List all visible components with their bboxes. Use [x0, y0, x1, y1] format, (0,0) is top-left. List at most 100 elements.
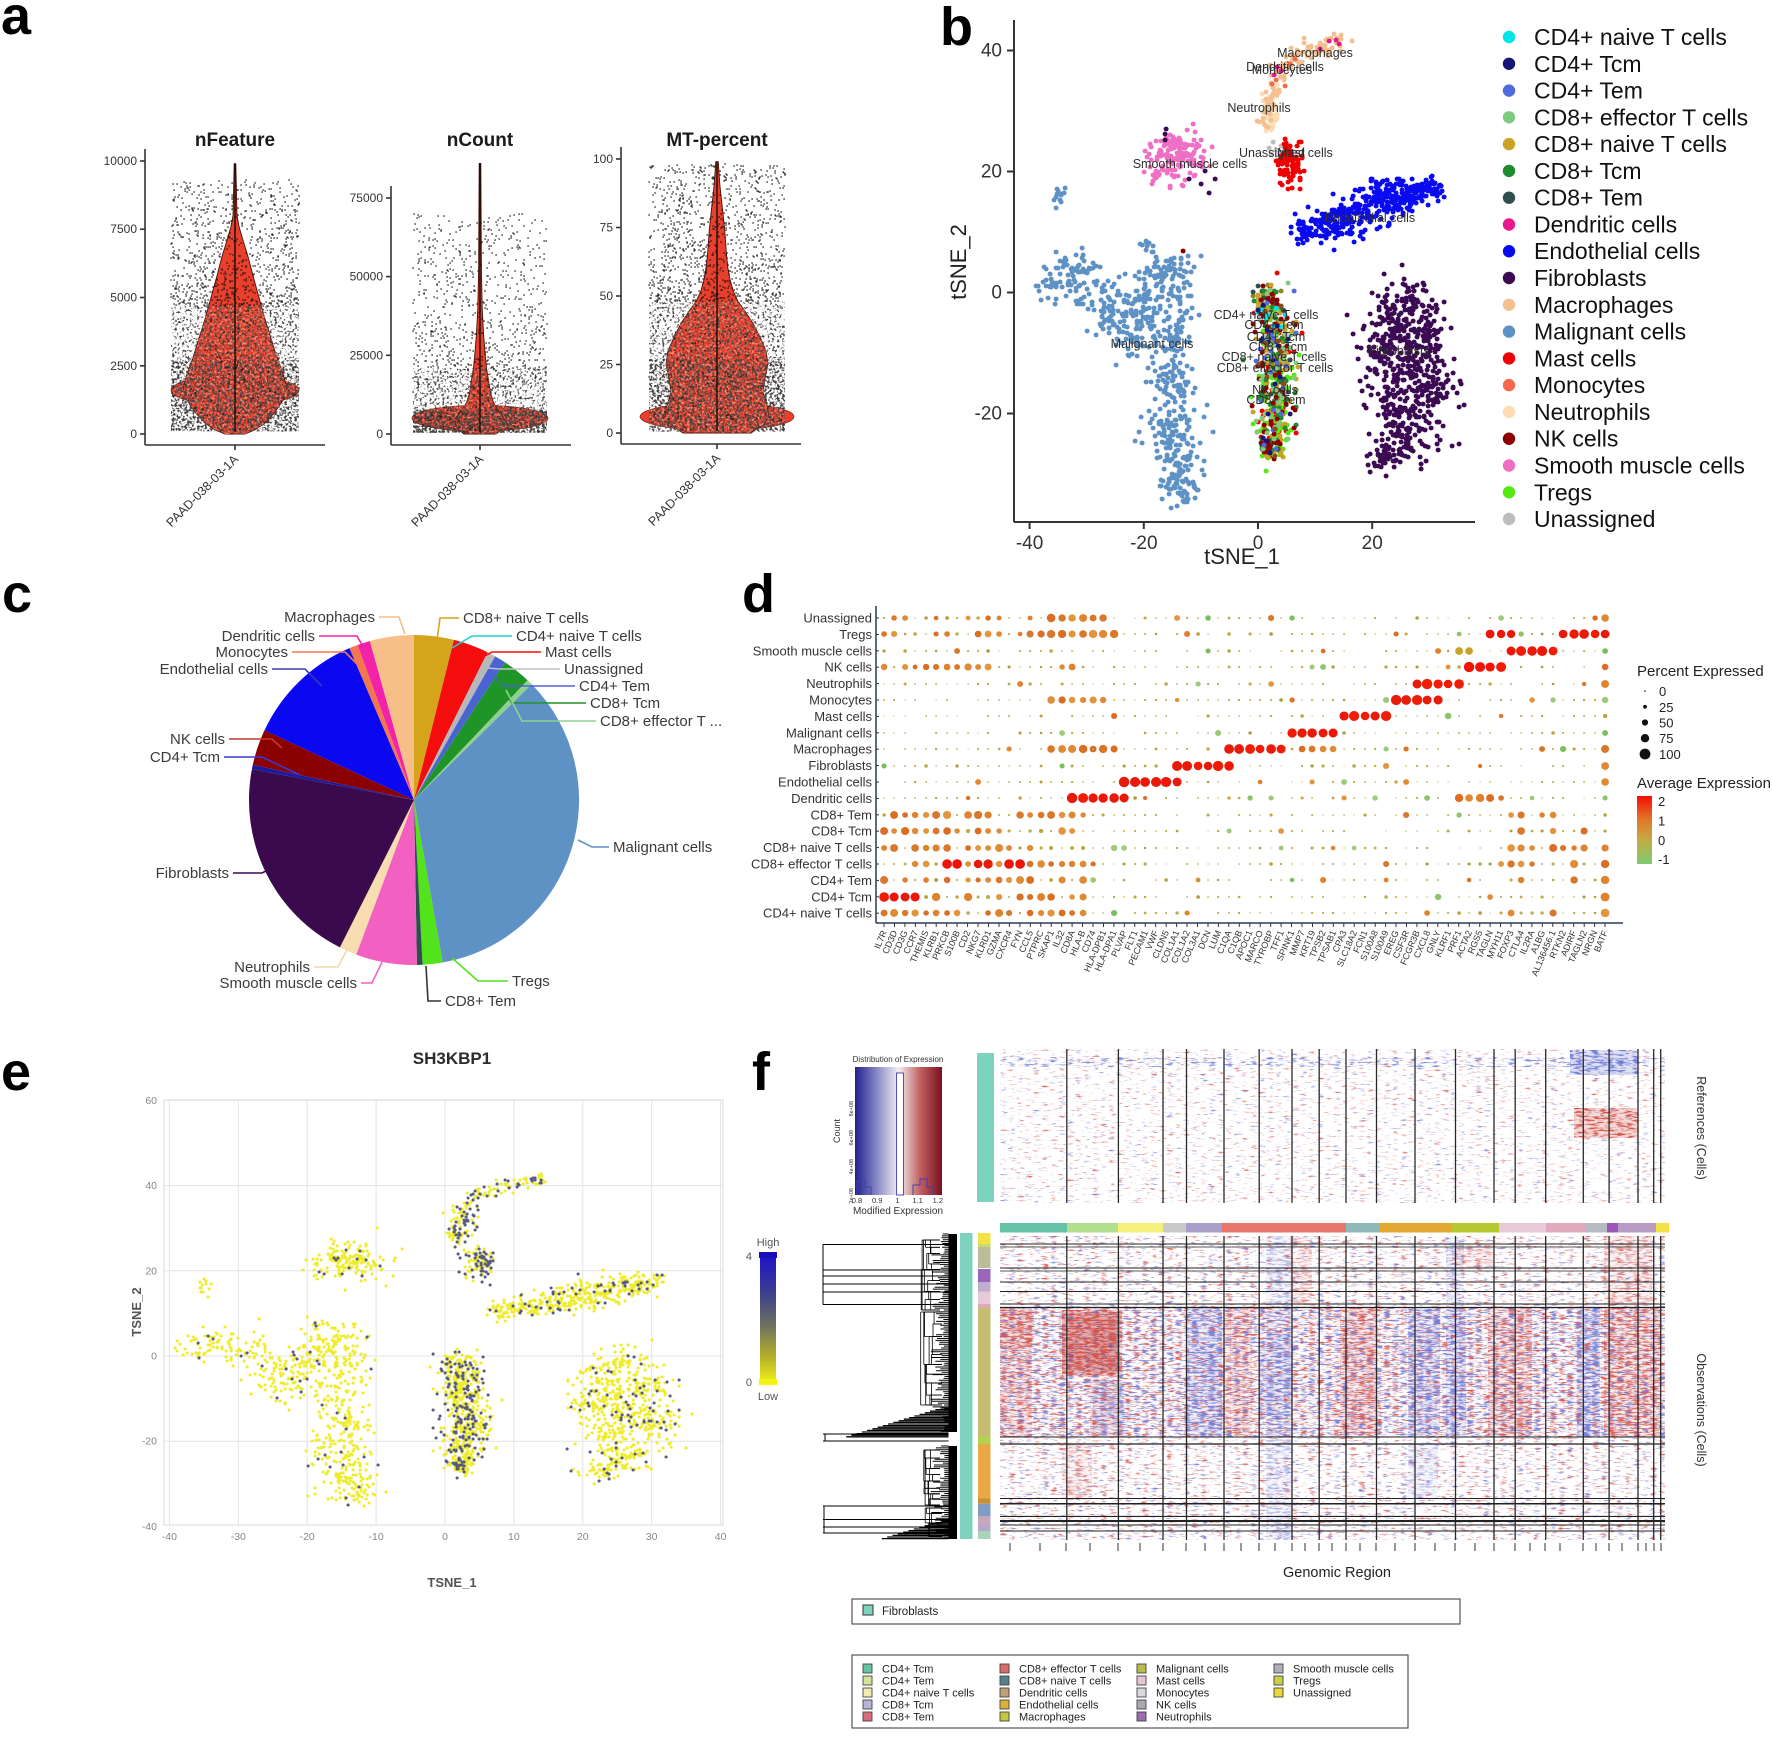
- svg-text:Fibroblasts: Fibroblasts: [808, 758, 872, 773]
- svg-text:30: 30: [646, 1531, 658, 1543]
- svg-text:1: 1: [1658, 814, 1665, 829]
- svg-text:CD8+ effector T cells: CD8+ effector T cells: [1217, 361, 1333, 375]
- svg-text:-20: -20: [142, 1436, 157, 1448]
- svg-text:-1: -1: [1658, 852, 1670, 867]
- svg-text:Monocytes: Monocytes: [1252, 63, 1312, 77]
- svg-text:Mast cells: Mast cells: [545, 644, 612, 661]
- svg-text:0: 0: [151, 1351, 157, 1363]
- svg-text:-20: -20: [975, 404, 1002, 425]
- svg-text:100: 100: [1659, 747, 1681, 762]
- svg-text:25000: 25000: [350, 348, 384, 362]
- svg-text:CD8+ naive T cells: CD8+ naive T cells: [763, 840, 872, 855]
- svg-text:NK cells: NK cells: [1252, 383, 1298, 397]
- svg-text:Low: Low: [758, 1391, 778, 1403]
- svg-text:Fibroblasts: Fibroblasts: [1534, 265, 1646, 291]
- svg-text:NK cells: NK cells: [1156, 1700, 1197, 1712]
- svg-text:0.9: 0.9: [872, 1196, 882, 1205]
- svg-text:CD4+ naive T cells: CD4+ naive T cells: [1214, 308, 1319, 322]
- svg-text:Fibroblasts: Fibroblasts: [882, 1606, 938, 1618]
- svg-text:CD8+ naive T cells: CD8+ naive T cells: [463, 610, 589, 627]
- svg-text:2e+08: 2e+08: [849, 1188, 855, 1203]
- svg-text:60: 60: [145, 1095, 157, 1107]
- svg-text:CD4+ Tem: CD4+ Tem: [882, 1676, 934, 1688]
- svg-text:Tregs: Tregs: [512, 973, 550, 990]
- svg-text:CD4+ naive T cells: CD4+ naive T cells: [882, 1688, 975, 1700]
- svg-text:CD8+ naive T cells: CD8+ naive T cells: [1534, 131, 1727, 157]
- svg-text:1.1: 1.1: [912, 1196, 922, 1205]
- svg-text:CD8+ naive T cells: CD8+ naive T cells: [1019, 1676, 1112, 1688]
- svg-text:-40: -40: [162, 1531, 177, 1543]
- svg-text:NK cells: NK cells: [170, 731, 225, 748]
- svg-text:Malignant cells: Malignant cells: [613, 839, 712, 856]
- svg-text:References (Cells): References (Cells): [1694, 1076, 1708, 1180]
- svg-text:Unassigned: Unassigned: [1293, 1688, 1351, 1700]
- svg-text:nFeature: nFeature: [195, 130, 275, 151]
- svg-text:0: 0: [1253, 533, 1264, 554]
- svg-text:Unassigned: Unassigned: [1239, 146, 1305, 160]
- svg-text:Distribution of Expression: Distribution of Expression: [853, 1055, 944, 1064]
- svg-text:d: d: [742, 564, 775, 624]
- svg-text:e: e: [1, 1042, 31, 1102]
- svg-text:CD4+ Tcm: CD4+ Tcm: [1534, 51, 1642, 77]
- svg-text:Observations (Cells): Observations (Cells): [1694, 1353, 1708, 1466]
- svg-text:CD4+ Tem: CD4+ Tem: [810, 873, 872, 888]
- svg-text:CD8+ Tem: CD8+ Tem: [445, 993, 516, 1010]
- svg-text:5000: 5000: [110, 291, 137, 305]
- svg-text:Fibroblasts: Fibroblasts: [156, 865, 229, 882]
- svg-text:25: 25: [1659, 700, 1673, 715]
- svg-text:0: 0: [1659, 684, 1666, 699]
- svg-text:20: 20: [1362, 533, 1383, 554]
- svg-text:50: 50: [600, 289, 614, 303]
- svg-text:-20: -20: [1130, 533, 1157, 554]
- svg-text:Unassigned: Unassigned: [803, 611, 872, 626]
- svg-text:2: 2: [1658, 794, 1665, 809]
- svg-text:CD8+ Tcm: CD8+ Tcm: [882, 1700, 933, 1712]
- svg-text:Smooth muscle cells: Smooth muscle cells: [219, 975, 357, 992]
- svg-text:1.2: 1.2: [933, 1196, 943, 1205]
- svg-text:Modified Expression: Modified Expression: [853, 1206, 943, 1217]
- svg-text:CD8+ Tem: CD8+ Tem: [882, 1712, 934, 1724]
- svg-text:Endothelial cells: Endothelial cells: [160, 661, 268, 678]
- svg-text:-30: -30: [231, 1531, 246, 1543]
- svg-text:CD8+ Tcm: CD8+ Tcm: [1534, 158, 1642, 184]
- svg-text:0.8: 0.8: [852, 1196, 862, 1205]
- svg-text:CD8+ effector T cells: CD8+ effector T cells: [751, 857, 873, 872]
- svg-text:Tregs: Tregs: [839, 627, 872, 642]
- svg-text:0: 0: [376, 427, 383, 441]
- svg-text:Macrophages: Macrophages: [793, 742, 872, 757]
- svg-text:CD4+ Tem: CD4+ Tem: [1244, 318, 1303, 332]
- svg-text:CD8+ effector T ...: CD8+ effector T ...: [600, 713, 722, 730]
- svg-text:CD4+ naive T cells: CD4+ naive T cells: [1534, 24, 1727, 50]
- svg-text:a: a: [1, 0, 32, 46]
- svg-text:50000: 50000: [350, 270, 384, 284]
- svg-text:CD4+ Tcm: CD4+ Tcm: [1247, 330, 1305, 344]
- svg-text:Tregs: Tregs: [1534, 479, 1592, 505]
- svg-text:CD4+ naive T cells: CD4+ naive T cells: [763, 906, 872, 921]
- svg-text:Endothelial cells: Endothelial cells: [1019, 1700, 1099, 1712]
- svg-text:nCount: nCount: [447, 130, 514, 151]
- svg-text:1: 1: [895, 1196, 899, 1205]
- svg-text:CD4+ Tem: CD4+ Tem: [579, 678, 650, 695]
- svg-text:TSNE_1: TSNE_1: [427, 1575, 476, 1590]
- svg-text:Neutrophils: Neutrophils: [1534, 399, 1650, 425]
- svg-text:tSNE_1: tSNE_1: [1204, 544, 1280, 569]
- svg-text:Monocytes: Monocytes: [1156, 1688, 1210, 1700]
- svg-text:Malignant cells: Malignant cells: [786, 725, 872, 740]
- svg-text:Dendritic cells: Dendritic cells: [1534, 212, 1677, 238]
- svg-text:6e+08: 6e+08: [849, 1130, 855, 1145]
- svg-text:Macrophages: Macrophages: [1277, 46, 1353, 60]
- svg-text:Neutrophils: Neutrophils: [806, 676, 872, 691]
- svg-text:CD8+ Tem: CD8+ Tem: [1246, 393, 1305, 407]
- svg-text:0: 0: [746, 1377, 752, 1389]
- svg-text:10: 10: [508, 1531, 520, 1543]
- svg-text:Dendritic cells: Dendritic cells: [1019, 1688, 1088, 1700]
- svg-text:CD4+ Tcm: CD4+ Tcm: [882, 1664, 933, 1676]
- svg-text:Malignant cells: Malignant cells: [1534, 319, 1686, 345]
- svg-text:75000: 75000: [350, 191, 384, 205]
- svg-text:PAAD-038-03-1A: PAAD-038-03-1A: [409, 452, 487, 530]
- svg-text:8e+08: 8e+08: [849, 1101, 855, 1116]
- svg-text:0: 0: [130, 427, 137, 441]
- svg-text:75: 75: [1659, 731, 1673, 746]
- svg-text:CD4+ Tcm: CD4+ Tcm: [811, 889, 872, 904]
- svg-text:0: 0: [1658, 833, 1665, 848]
